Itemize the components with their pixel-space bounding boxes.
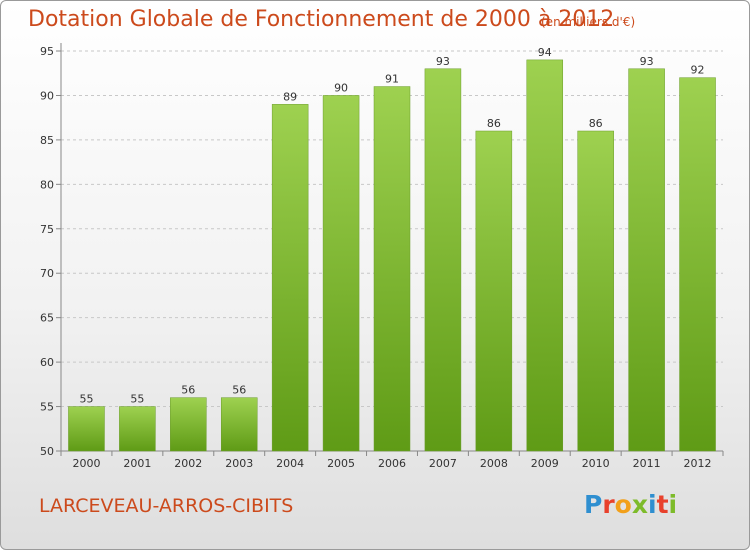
y-tick-label: 55 <box>40 401 54 414</box>
x-tick-label: 2006 <box>378 457 406 470</box>
bar <box>119 406 156 452</box>
bar-value-label: 55 <box>79 393 93 406</box>
bar-value-label: 93 <box>436 55 450 68</box>
logo-letter: i <box>648 490 657 519</box>
bar-value-label: 90 <box>334 81 348 94</box>
logo-letter: t <box>656 490 669 519</box>
bar-value-label: 56 <box>181 384 195 397</box>
bar-value-label: 89 <box>283 90 297 103</box>
bar <box>475 130 513 452</box>
commune-name: LARCEVEAU-ARROS-CIBITS <box>39 495 294 517</box>
bar-value-label: 86 <box>589 117 603 130</box>
bar-value-label: 91 <box>385 73 399 86</box>
bar <box>373 86 411 452</box>
y-tick-label: 90 <box>40 89 54 102</box>
bar <box>68 406 105 452</box>
chart-title: Dotation Globale de Fonctionnement de 20… <box>28 7 615 32</box>
x-tick-label: 2004 <box>276 457 304 470</box>
x-tick-label: 2000 <box>72 457 100 470</box>
x-tick-label: 2009 <box>531 457 559 470</box>
bar-value-label: 92 <box>691 64 705 77</box>
bar <box>271 104 309 452</box>
x-tick-label: 2005 <box>327 457 355 470</box>
bar <box>526 59 564 452</box>
y-tick-label: 65 <box>40 312 54 325</box>
x-tick-label: 2007 <box>429 457 457 470</box>
x-tick-label: 2011 <box>633 457 661 470</box>
bar-value-label: 86 <box>487 117 501 130</box>
y-tick-label: 85 <box>40 134 54 147</box>
y-tick-label: 60 <box>40 356 54 369</box>
logo-letter: x <box>631 490 648 519</box>
logo-letter: r <box>602 490 615 519</box>
bar-value-label: 93 <box>640 55 654 68</box>
bar-value-label: 94 <box>538 46 552 59</box>
proxiti-logo: Proxiti <box>584 490 677 519</box>
bar <box>628 68 665 452</box>
logo-letter: i <box>668 490 678 519</box>
y-tick-label: 95 <box>40 45 54 58</box>
chart-unit: (en milliers d'€) <box>541 15 636 29</box>
y-tick-label: 80 <box>40 178 54 191</box>
x-tick-label: 2003 <box>225 457 253 470</box>
bar-value-label: 55 <box>130 393 144 406</box>
x-tick-label: 2008 <box>480 457 508 470</box>
bar <box>220 397 258 452</box>
x-tick-label: 2002 <box>174 457 202 470</box>
bar <box>577 130 614 452</box>
logo-letter: o <box>614 490 632 519</box>
bar <box>322 95 360 452</box>
y-tick-label: 70 <box>40 267 54 280</box>
x-tick-label: 2012 <box>684 457 712 470</box>
bar <box>424 68 462 452</box>
logo-letter: P <box>584 490 603 519</box>
x-tick-label: 2010 <box>582 457 610 470</box>
y-tick-label: 75 <box>40 223 54 236</box>
x-tick-label: 2001 <box>123 457 151 470</box>
bar-value-label: 56 <box>232 384 246 397</box>
bar <box>679 77 716 452</box>
y-tick-label: 50 <box>40 445 54 458</box>
bar <box>170 397 207 452</box>
